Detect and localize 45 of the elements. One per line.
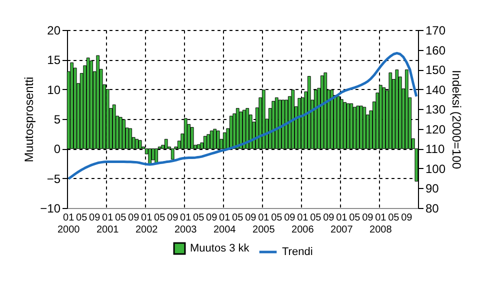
legend-label: Trendi (282, 246, 313, 258)
y-tick-label: 5 (54, 112, 61, 126)
y2-tick-label: 170 (426, 24, 446, 38)
y-tick-label: 20 (47, 24, 61, 38)
y2-tick-label: 160 (426, 43, 446, 58)
x-tick-label: 09 (245, 212, 257, 224)
x-tick-label: 09 (323, 212, 335, 224)
y2-tick-label: 100 (426, 162, 446, 176)
x-tick-label: 05 (115, 212, 127, 224)
x-tick-label: 05 (310, 212, 322, 224)
bar (190, 127, 194, 149)
y2-tick-label: 130 (426, 102, 446, 117)
y2-tick-label: 150 (426, 63, 446, 78)
x-tick-label: 09 (362, 212, 374, 224)
y-axis-title: Muutosprosentti (22, 76, 36, 162)
x-tick-label: 09 (206, 212, 218, 224)
x-tick-label: 05 (76, 212, 88, 224)
bar (151, 148, 155, 160)
x-tick-label: 09 (401, 212, 413, 224)
x-tick-label: 09 (89, 212, 101, 224)
legend-label: Muutos 3 kk (190, 242, 250, 254)
y-tick-label: −10 (40, 202, 61, 216)
x-tick-label: 05 (388, 212, 400, 224)
y-tick-label: 0 (54, 142, 61, 156)
y-tick-label: −5 (46, 172, 61, 186)
x-tick-label: 09 (167, 212, 179, 224)
x-tick-label: 05 (232, 212, 244, 224)
x-tick-label: 09 (128, 212, 140, 224)
y2-tick-label: 140 (426, 82, 446, 97)
bar (112, 104, 116, 149)
x-tick-label: 05 (271, 212, 283, 224)
y2-tick-label: 120 (426, 122, 446, 136)
x-tick-label: 05 (154, 212, 166, 224)
y-tick-label: 10 (47, 82, 61, 97)
y2-tick-label: 80 (426, 202, 440, 216)
y2-axis-title: Indeksi (2000=100 (450, 70, 464, 170)
x-tick-label: 05 (193, 212, 205, 224)
line-series (67, 52, 418, 180)
y-tick-label: 15 (47, 53, 61, 68)
bar (346, 103, 350, 149)
x-tick-label: 09 (284, 212, 296, 224)
bar (148, 148, 152, 164)
x-tick-label: 05 (349, 212, 361, 224)
y2-tick-label: 110 (426, 142, 445, 156)
y2-tick-label: 90 (426, 182, 440, 196)
